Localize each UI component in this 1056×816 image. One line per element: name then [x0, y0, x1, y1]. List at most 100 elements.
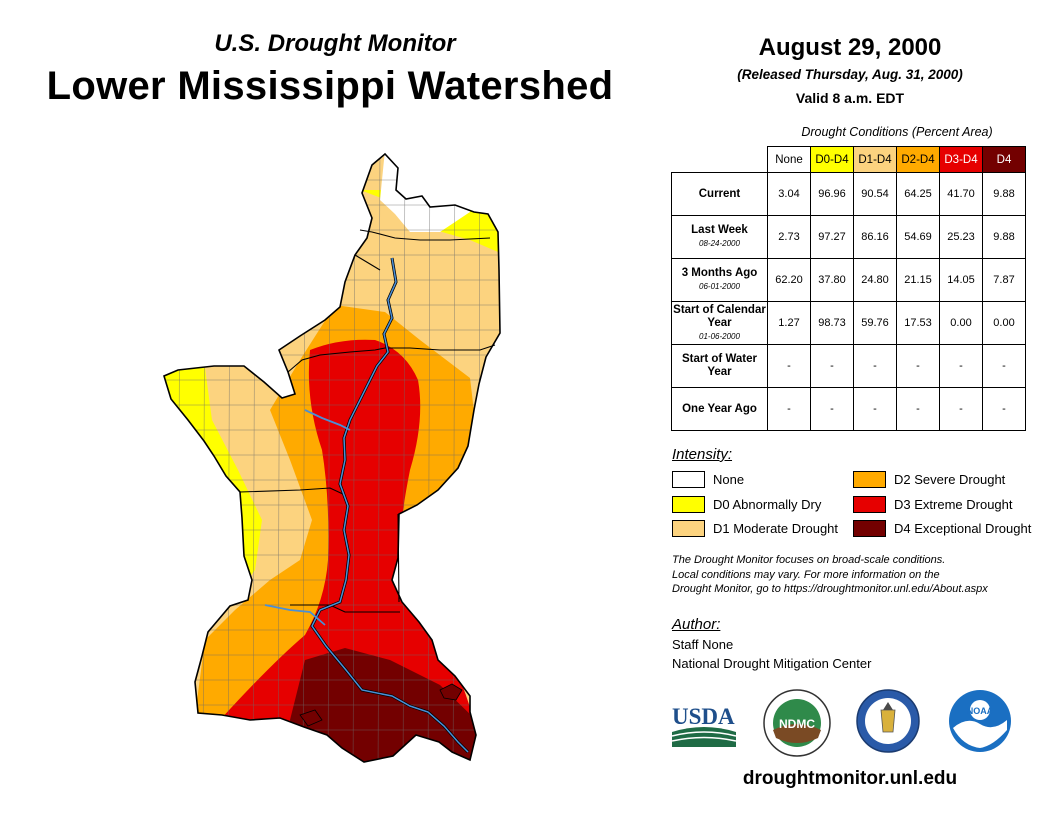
disclaimer-note: The Drought Monitor focuses on broad-sca…	[672, 553, 1012, 597]
table-cell: 17.53	[897, 302, 940, 345]
table-cell: -	[983, 388, 1026, 431]
table-row: Start of Calendar Year 01-06-2000 1.27 98…	[672, 302, 1026, 345]
table-cell: -	[768, 345, 811, 388]
usda-logo: USDA	[670, 700, 738, 748]
table-cell: -	[854, 388, 897, 431]
commerce-seal-logo	[855, 688, 921, 754]
table-cell: -	[897, 345, 940, 388]
legend-label: D1 Moderate Drought	[713, 521, 838, 536]
legend-swatch	[672, 496, 705, 513]
legend-swatch	[853, 496, 886, 513]
legend-swatch	[672, 520, 705, 537]
legend-label: D0 Abnormally Dry	[713, 497, 821, 512]
svg-text:NOAA: NOAA	[967, 706, 994, 716]
row-label: One Year Ago	[672, 388, 768, 431]
table-cell: 41.70	[940, 173, 983, 216]
table-cell: -	[768, 388, 811, 431]
legend-item-d0: D0 Abnormally Dry	[672, 496, 821, 513]
legend-label: D3 Extreme Drought	[894, 497, 1013, 512]
author-organization: National Drought Mitigation Center	[672, 656, 871, 671]
col-header-d2-d4: D2-D4	[897, 147, 940, 173]
col-header-d4: D4	[983, 147, 1026, 173]
table-cell: 96.96	[811, 173, 854, 216]
table-row: Start of Water Year - - - - - -	[672, 345, 1026, 388]
table-cell: 62.20	[768, 259, 811, 302]
table-cell: 0.00	[940, 302, 983, 345]
table-cell: 90.54	[854, 173, 897, 216]
table-cell: 37.80	[811, 259, 854, 302]
col-header-none: None	[768, 147, 811, 173]
table-cell: 86.16	[854, 216, 897, 259]
table-row: 3 Months Ago 06-01-2000 62.20 37.80 24.80…	[672, 259, 1026, 302]
table-cell: 98.73	[811, 302, 854, 345]
row-date: 08-24-2000	[672, 237, 767, 250]
release-date: (Released Thursday, Aug. 31, 2000)	[690, 67, 1010, 82]
note-line: The Drought Monitor focuses on broad-sca…	[672, 553, 1012, 568]
table-cell: 1.27	[768, 302, 811, 345]
drought-map	[150, 140, 660, 780]
drought-conditions-table: None D0-D4 D1-D4 D2-D4 D3-D4 D4 Current …	[671, 146, 1026, 431]
row-label: Start of Calendar Year 01-06-2000	[672, 302, 768, 345]
table-cell: 0.00	[983, 302, 1026, 345]
table-cell: -	[940, 388, 983, 431]
table-row: Last Week 08-24-2000 2.73 97.27 86.16 54.…	[672, 216, 1026, 259]
table-cell: 59.76	[854, 302, 897, 345]
note-line: Local conditions may vary. For more info…	[672, 568, 1012, 583]
noaa-logo: NOAA	[947, 688, 1013, 754]
table-cell: 97.27	[811, 216, 854, 259]
map-subtitle: U.S. Drought Monitor	[150, 30, 520, 58]
table-cell: 7.87	[983, 259, 1026, 302]
col-header-d1-d4: D1-D4	[854, 147, 897, 173]
ndmc-logo: NDMC	[762, 688, 832, 758]
svg-text:USDA: USDA	[672, 704, 735, 729]
table-cell: 9.88	[983, 216, 1026, 259]
table-cell: 14.05	[940, 259, 983, 302]
legend-swatch	[672, 471, 705, 488]
legend-item-d1: D1 Moderate Drought	[672, 520, 838, 537]
valid-time: Valid 8 a.m. EDT	[700, 90, 1000, 106]
legend-label: D4 Exceptional Drought	[894, 521, 1031, 536]
legend-item-none: None	[672, 471, 744, 488]
legend-swatch	[853, 520, 886, 537]
col-header-d3-d4: D3-D4	[940, 147, 983, 173]
row-label: Current	[672, 173, 768, 216]
website-url: droughtmonitor.unl.edu	[700, 768, 1000, 790]
note-line: Drought Monitor, go to https://droughtmo…	[672, 582, 1012, 597]
author-heading: Author:	[672, 616, 720, 633]
table-cell: -	[854, 345, 897, 388]
table-row: One Year Ago - - - - - -	[672, 388, 1026, 431]
map-date: August 29, 2000	[700, 34, 1000, 62]
legend-swatch	[853, 471, 886, 488]
table-cell: 9.88	[983, 173, 1026, 216]
author-name: Staff None	[672, 637, 733, 652]
table-cell: 64.25	[897, 173, 940, 216]
table-cell: -	[983, 345, 1026, 388]
row-date: 06-01-2000	[672, 280, 767, 293]
legend-item-d4: D4 Exceptional Drought	[853, 520, 1031, 537]
table-cell: -	[940, 345, 983, 388]
table-cell: 3.04	[768, 173, 811, 216]
table-cell: 2.73	[768, 216, 811, 259]
legend-item-d3: D3 Extreme Drought	[853, 496, 1013, 513]
table-caption: Drought Conditions (Percent Area)	[766, 125, 1028, 139]
row-date: 01-06-2000	[672, 330, 767, 343]
legend-label: D2 Severe Drought	[894, 472, 1005, 487]
legend-heading: Intensity:	[672, 446, 732, 463]
row-label: 3 Months Ago 06-01-2000	[672, 259, 768, 302]
table-cell: 54.69	[897, 216, 940, 259]
table-row: Current 3.04 96.96 90.54 64.25 41.70 9.8…	[672, 173, 1026, 216]
svg-text:NDMC: NDMC	[779, 717, 815, 731]
table-cell: 24.80	[854, 259, 897, 302]
table-cell: 25.23	[940, 216, 983, 259]
col-header-d0-d4: D0-D4	[811, 147, 854, 173]
table-cell: -	[897, 388, 940, 431]
row-label: Start of Water Year	[672, 345, 768, 388]
map-title: Lower Mississippi Watershed	[20, 64, 640, 109]
table-corner	[672, 147, 768, 173]
row-label: Last Week 08-24-2000	[672, 216, 768, 259]
table-cell: -	[811, 388, 854, 431]
table-cell: 21.15	[897, 259, 940, 302]
table-cell: -	[811, 345, 854, 388]
legend-label: None	[713, 472, 744, 487]
legend-item-d2: D2 Severe Drought	[853, 471, 1005, 488]
